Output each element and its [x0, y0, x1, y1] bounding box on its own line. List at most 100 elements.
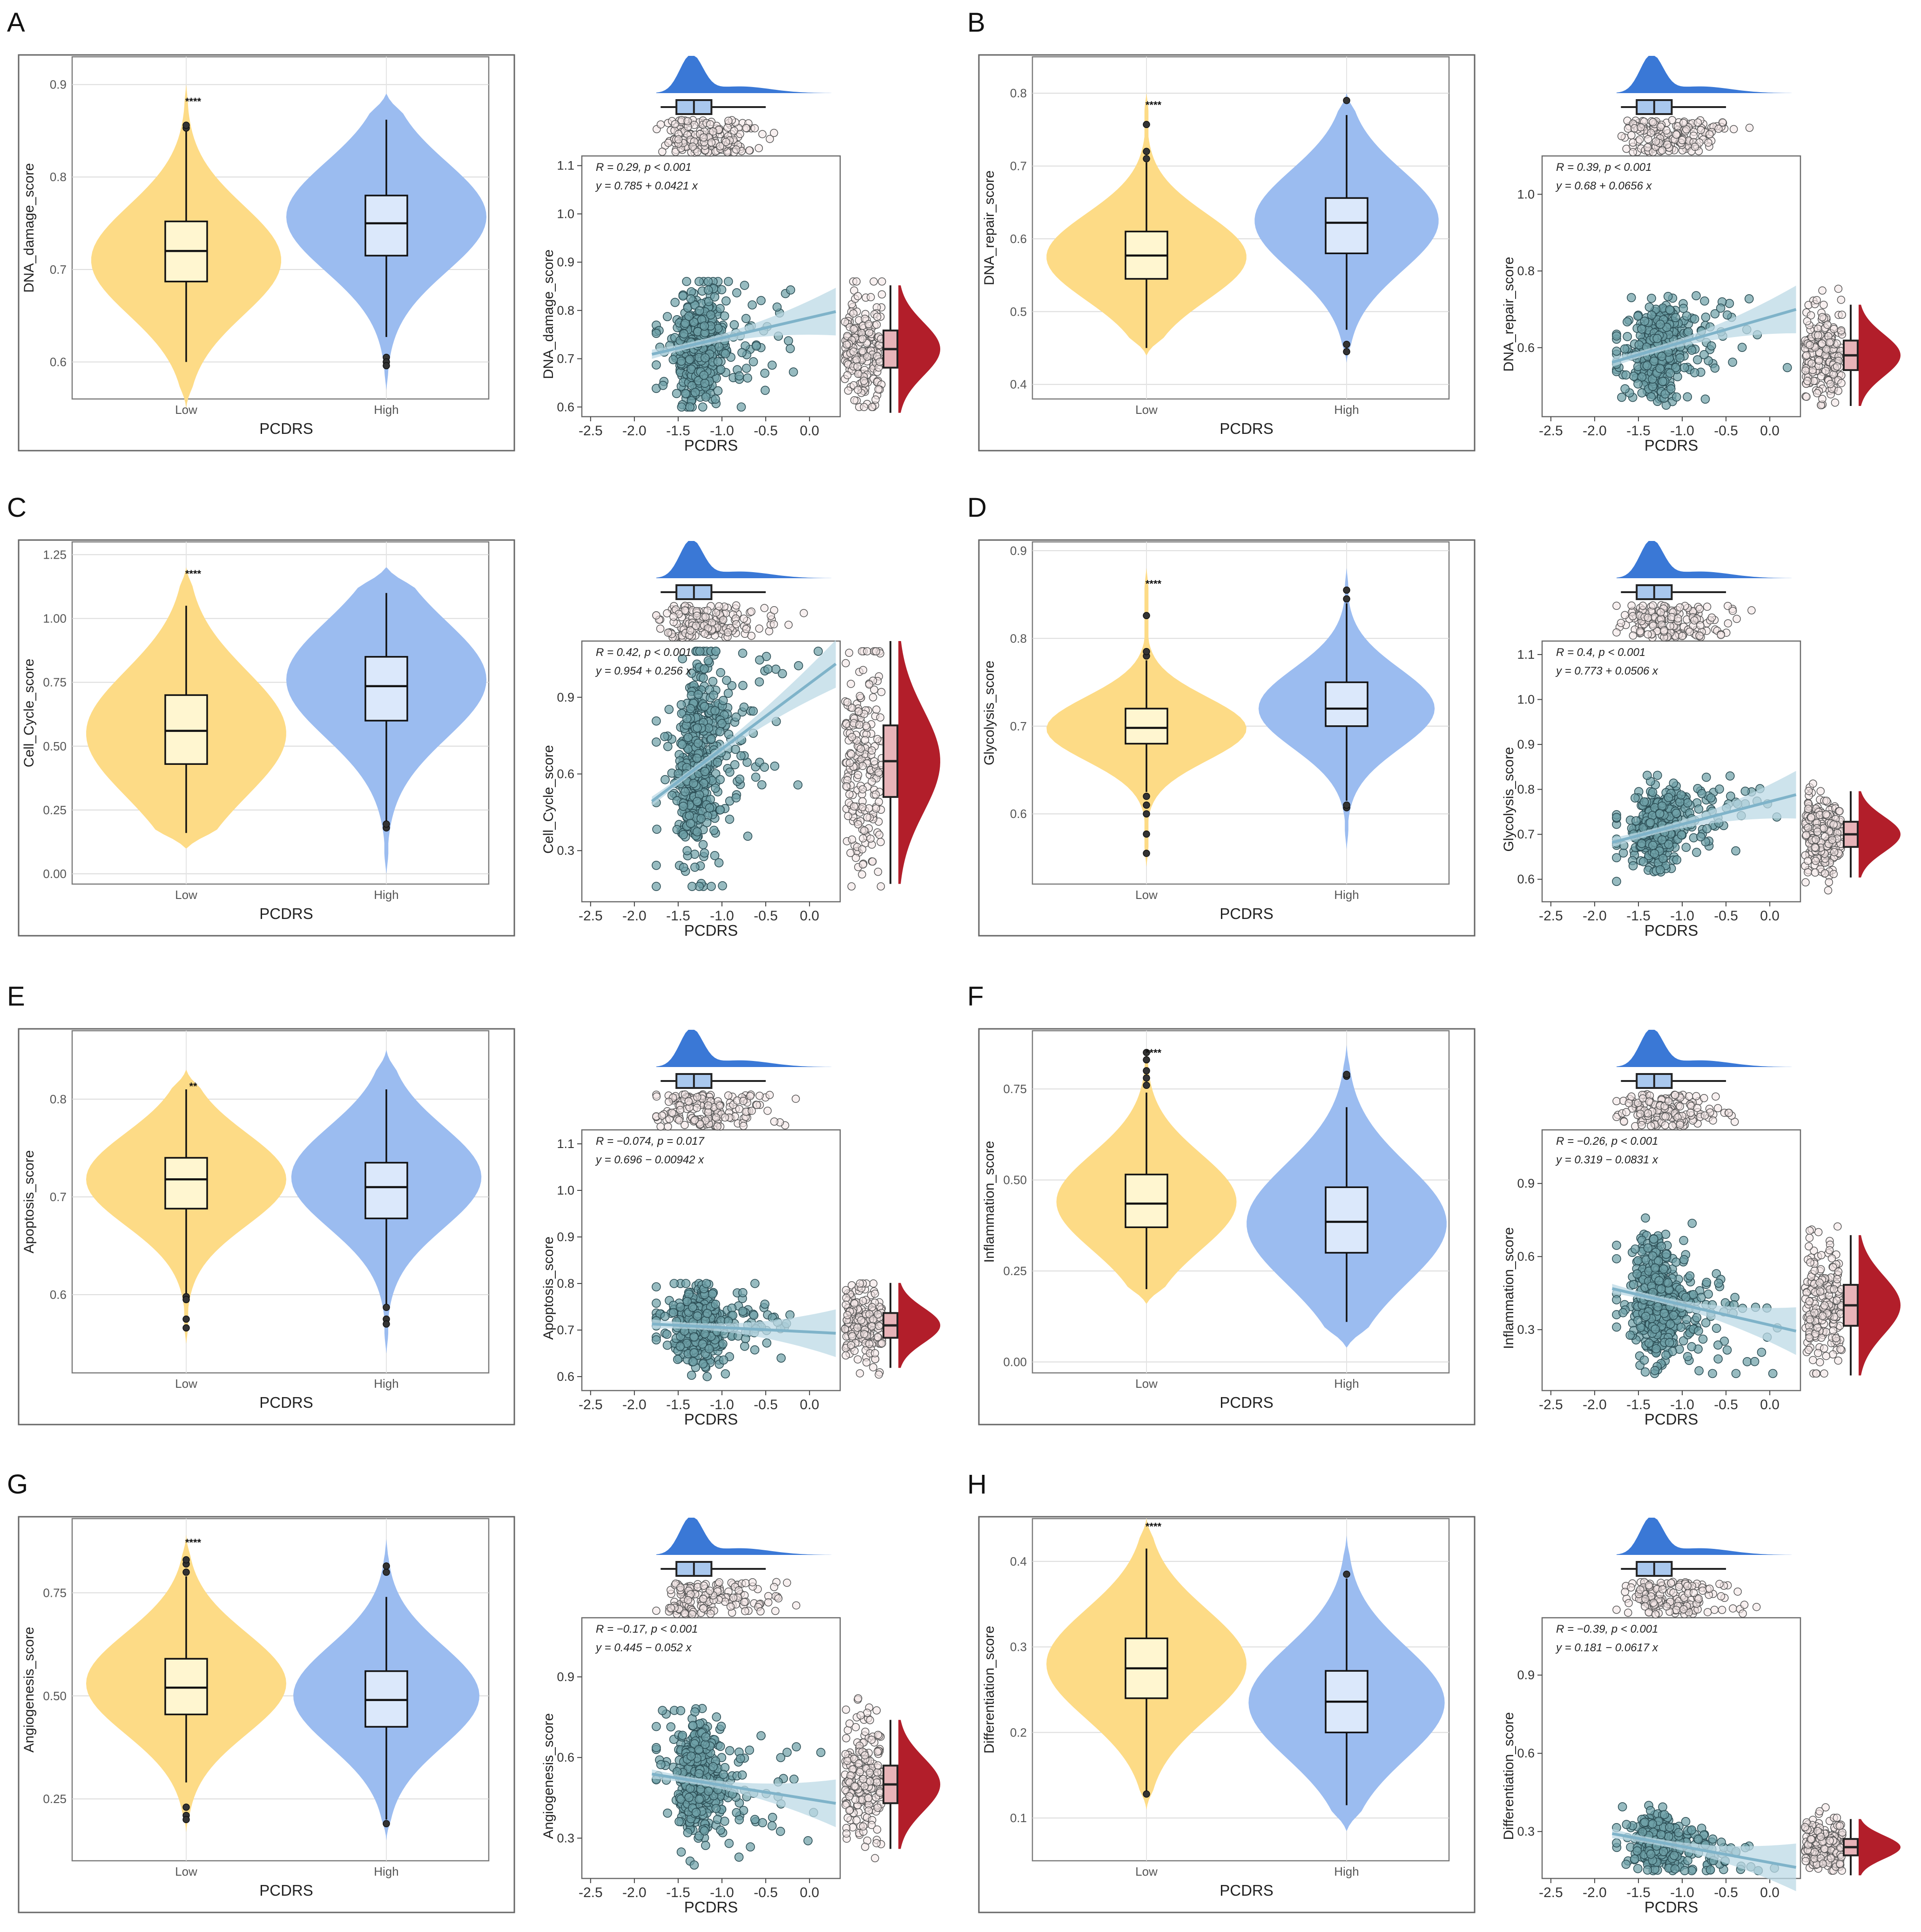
- scatter-point: [652, 824, 661, 834]
- y-tick-label: 0.9: [557, 255, 574, 269]
- y-jitter-point: [842, 782, 850, 790]
- scatter-point: [1681, 843, 1691, 852]
- high-box: [1325, 1186, 1368, 1254]
- x-jitter-point: [1678, 136, 1686, 144]
- scatter-point: [693, 723, 702, 733]
- x-jitter-point: [693, 1093, 701, 1101]
- y-jitter-point: [868, 403, 876, 412]
- y-jitter-point: [1828, 836, 1836, 844]
- x-jitter-point: [1697, 126, 1705, 134]
- x-tick-label: -1.5: [1626, 423, 1651, 439]
- x-jitter-point: [658, 1111, 667, 1120]
- scatter-point: [1612, 331, 1621, 341]
- y-jitter-point: [861, 736, 870, 744]
- scatter-point: [768, 360, 777, 370]
- y-tick-label: 1.1: [1517, 648, 1535, 662]
- scatter-point: [692, 753, 702, 763]
- y-jitter-point: [1813, 296, 1821, 304]
- scatter-point: [1700, 394, 1710, 404]
- outlier-point: [1143, 810, 1150, 817]
- x-jitter-point: [665, 1097, 673, 1106]
- x-jitter-point: [732, 601, 741, 610]
- y-axis-label: DNA_repair_score: [1501, 257, 1517, 372]
- scatter-point: [709, 690, 718, 700]
- scatter-point: [694, 277, 704, 286]
- x-jitter-point: [704, 1108, 713, 1116]
- x-tick-label: -2.5: [579, 1397, 603, 1412]
- x-jitter-point: [709, 127, 717, 136]
- y-jitter-point: [852, 277, 861, 286]
- y-jitter-point: [865, 680, 874, 689]
- scatter-point: [700, 1329, 710, 1338]
- y-jitter-point: [865, 804, 873, 813]
- y-tick-label: 0.6: [1517, 1250, 1535, 1263]
- y-jitter-point: [1829, 820, 1838, 829]
- y-tick-label: 0.7: [1010, 159, 1027, 173]
- scatter-point: [701, 1279, 711, 1288]
- x-axis-label: PCDRS: [259, 420, 313, 437]
- y-jitter-point: [858, 845, 867, 854]
- scatter-point: [1620, 384, 1630, 393]
- y-tick-label: 0.7: [50, 263, 67, 277]
- scatter-point: [748, 706, 758, 716]
- y-tick-label: 0.00: [1003, 1355, 1027, 1369]
- y-jitter-point: [1822, 810, 1830, 819]
- panel-letter: B: [967, 7, 985, 38]
- x-tick-label: -2.5: [1539, 908, 1563, 924]
- scatter-point: [1693, 355, 1702, 365]
- y-jitter-point: [854, 385, 862, 394]
- x-density-curve: [656, 541, 832, 578]
- x-tick-label: -1.5: [666, 423, 690, 439]
- x-jitter-point: [1728, 607, 1737, 615]
- x-jitter-point: [1729, 125, 1738, 134]
- scatter-point: [682, 714, 692, 723]
- x-axis-label: PCDRS: [684, 437, 738, 454]
- y-jitter-point: [848, 835, 856, 844]
- right-marginal: [841, 1279, 940, 1379]
- y-jitter-point: [847, 1341, 856, 1350]
- x-jitter-point: [1629, 138, 1637, 147]
- scatter-point: [681, 318, 690, 328]
- right-marginal: [1801, 779, 1901, 895]
- y-tick-label: 0.5: [1010, 304, 1027, 318]
- x-jitter-point: [747, 631, 756, 640]
- y-jitter-point: [1806, 341, 1814, 349]
- scatter-point: [708, 1289, 717, 1299]
- y-jitter-point: [1818, 313, 1827, 321]
- x-jitter-point: [746, 1092, 755, 1101]
- scatter-point: [681, 1279, 691, 1288]
- y-jitter-point: [1830, 848, 1839, 857]
- x-jitter-point: [1644, 630, 1652, 639]
- scatter-point: [1687, 1218, 1697, 1228]
- scatter-point: [1648, 788, 1658, 797]
- scatter-point: [1621, 370, 1631, 380]
- scatter-point: [1677, 830, 1686, 840]
- scatter-point: [672, 389, 681, 399]
- scatter-point: [1650, 849, 1659, 858]
- x-jitter-point: [693, 1103, 701, 1112]
- scatter-point: [693, 797, 702, 806]
- y-tick-label: 0.9: [557, 1230, 574, 1244]
- scatter-point: [664, 704, 674, 714]
- scatter-point: [716, 365, 726, 374]
- scatter-point: [1707, 341, 1716, 351]
- x-jitter-point: [1629, 148, 1637, 156]
- x-jitter-point: [1690, 616, 1699, 625]
- x-jitter-point: [721, 138, 730, 146]
- y-jitter-point: [1824, 886, 1833, 895]
- scatter-point: [1694, 804, 1704, 814]
- scatter-point: [1612, 853, 1621, 863]
- y-jitter-point: [858, 347, 867, 355]
- y-jitter-point: [874, 768, 883, 777]
- y-jitter-point: [857, 1316, 866, 1324]
- y-jitter-point: [859, 860, 867, 869]
- x-jitter-point: [664, 1122, 672, 1131]
- scatter-point: [739, 703, 749, 712]
- top-marginal: [1616, 56, 1792, 156]
- x-jitter-point: [707, 138, 716, 147]
- x-jitter-point: [765, 627, 774, 635]
- y-jitter-point: [1833, 362, 1841, 371]
